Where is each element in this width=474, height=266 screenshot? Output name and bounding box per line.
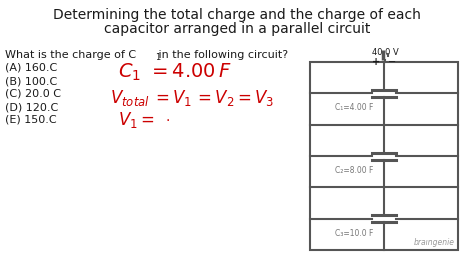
Text: C₁=4.00 F: C₁=4.00 F: [335, 103, 373, 112]
Text: (C) 20.0 C: (C) 20.0 C: [5, 89, 61, 99]
Text: .: .: [165, 110, 169, 124]
Text: 40.0 V: 40.0 V: [373, 48, 399, 57]
Bar: [310, 62, 458, 250]
Text: (A) 160.C: (A) 160.C: [5, 63, 57, 73]
Text: $V_{total}$: $V_{total}$: [110, 88, 150, 108]
Text: braıngenie: braıngenie: [414, 238, 455, 247]
Text: (D) 120.C: (D) 120.C: [5, 102, 58, 112]
Text: −: −: [388, 57, 396, 67]
Text: +: +: [372, 57, 380, 67]
Bar: [310, 62, 458, 250]
Text: in the following circuit?: in the following circuit?: [155, 50, 288, 60]
Text: C₂=8.00 F: C₂=8.00 F: [335, 166, 373, 175]
Text: capacitor arranged in a parallel circuit: capacitor arranged in a parallel circuit: [104, 22, 370, 36]
Text: (E) 150.C: (E) 150.C: [5, 115, 57, 125]
Text: $C_1$: $C_1$: [118, 62, 141, 83]
Text: (B) 100.C: (B) 100.C: [5, 76, 57, 86]
Text: $= V_1\, =V_2 = V_3$: $= V_1\, =V_2 = V_3$: [152, 88, 274, 108]
Text: Determining the total charge and the charge of each: Determining the total charge and the cha…: [53, 8, 421, 22]
Text: $V_1 =$: $V_1 =$: [118, 110, 155, 130]
Text: What is the charge of C: What is the charge of C: [5, 50, 137, 60]
Text: $= 4.00\,F$: $= 4.00\,F$: [148, 62, 232, 81]
Text: 1: 1: [155, 53, 160, 62]
Text: C₃=10.0 F: C₃=10.0 F: [335, 229, 373, 238]
